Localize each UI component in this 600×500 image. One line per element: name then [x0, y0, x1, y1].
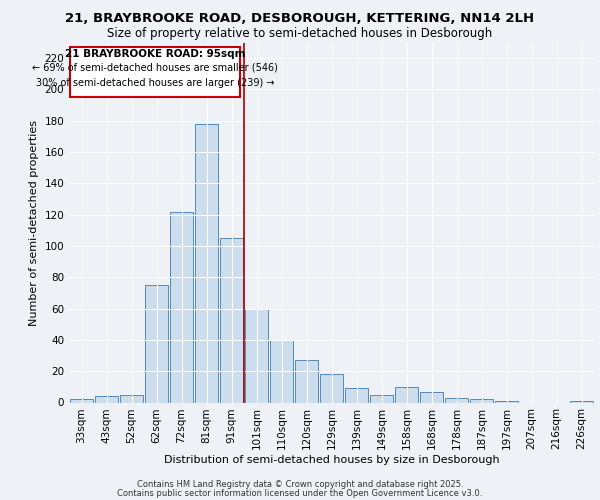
- Text: 21 BRAYBROOKE ROAD: 95sqm: 21 BRAYBROOKE ROAD: 95sqm: [65, 49, 245, 59]
- Bar: [245, 308, 268, 402]
- FancyBboxPatch shape: [70, 47, 240, 98]
- Text: ← 69% of semi-detached houses are smaller (546): ← 69% of semi-detached houses are smalle…: [32, 63, 278, 73]
- Bar: [370, 394, 393, 402]
- Bar: [195, 124, 218, 402]
- Bar: [495, 401, 518, 402]
- Bar: [70, 400, 93, 402]
- Bar: [170, 212, 193, 402]
- Bar: [345, 388, 368, 402]
- Bar: [295, 360, 318, 403]
- Text: Contains HM Land Registry data © Crown copyright and database right 2025.: Contains HM Land Registry data © Crown c…: [137, 480, 463, 489]
- Text: Size of property relative to semi-detached houses in Desborough: Size of property relative to semi-detach…: [107, 28, 493, 40]
- Bar: [120, 394, 143, 402]
- Bar: [270, 340, 293, 402]
- Bar: [420, 392, 443, 402]
- Bar: [95, 396, 118, 402]
- Bar: [570, 401, 593, 402]
- Y-axis label: Number of semi-detached properties: Number of semi-detached properties: [29, 120, 39, 326]
- X-axis label: Distribution of semi-detached houses by size in Desborough: Distribution of semi-detached houses by …: [164, 455, 499, 465]
- Bar: [220, 238, 243, 402]
- Text: 21, BRAYBROOKE ROAD, DESBOROUGH, KETTERING, NN14 2LH: 21, BRAYBROOKE ROAD, DESBOROUGH, KETTERI…: [65, 12, 535, 26]
- Bar: [395, 387, 418, 402]
- Text: 30% of semi-detached houses are larger (239) →: 30% of semi-detached houses are larger (…: [36, 78, 275, 88]
- Bar: [320, 374, 343, 402]
- Bar: [145, 285, 168, 403]
- Bar: [445, 398, 468, 402]
- Bar: [470, 400, 493, 402]
- Text: Contains public sector information licensed under the Open Government Licence v3: Contains public sector information licen…: [118, 488, 482, 498]
